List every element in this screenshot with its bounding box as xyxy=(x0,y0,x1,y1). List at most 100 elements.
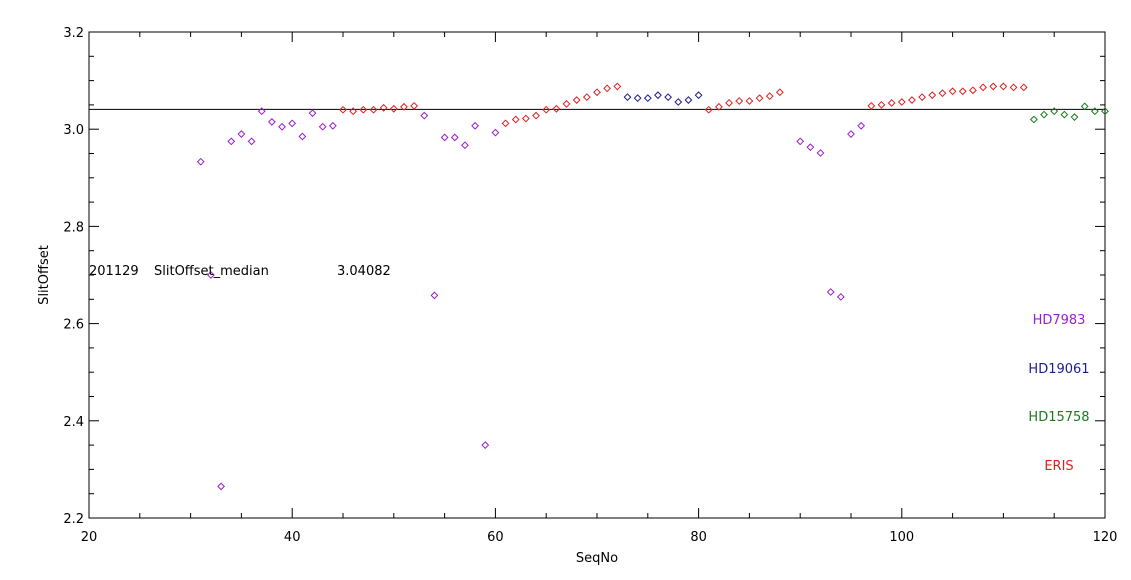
data-point-eris xyxy=(908,96,916,104)
data-point-hd7983 xyxy=(491,128,500,137)
y-tick-label: 2.4 xyxy=(63,415,84,430)
x-tick-label: 100 xyxy=(889,530,914,545)
data-point-hd7983 xyxy=(267,118,276,126)
data-point-eris xyxy=(958,87,967,96)
data-point-eris xyxy=(389,104,398,113)
data-point-hd19061 xyxy=(694,91,703,100)
legend-item-hd15758: HD15758 xyxy=(1028,410,1089,425)
data-point-hd7983 xyxy=(278,122,286,131)
data-point-eris xyxy=(400,102,408,111)
data-point-eris xyxy=(410,101,419,110)
y-tick-label: 3.0 xyxy=(63,123,84,138)
data-point-eris xyxy=(765,92,774,101)
data-point-hd7983 xyxy=(318,122,327,131)
y-axis-label: SlitOffset xyxy=(37,245,52,305)
x-tick-label: 40 xyxy=(284,530,301,545)
data-point-eris xyxy=(775,88,784,97)
data-point-hd7983 xyxy=(440,133,449,142)
legend: HD7983 HD19061 HD15758 ERIS xyxy=(1028,313,1089,474)
data-point-eris xyxy=(877,100,886,109)
data-point-eris xyxy=(359,105,368,114)
data-point-hd7983 xyxy=(288,119,297,128)
data-point-hd7983 xyxy=(247,137,256,146)
data-point-eris xyxy=(349,107,358,116)
data-point-hd7983 xyxy=(430,291,439,300)
data-point-hd7983 xyxy=(461,141,469,150)
x-axis: 20 40 60 80 100 120 xyxy=(81,32,1118,545)
data-point-eris xyxy=(755,94,764,103)
data-point-eris xyxy=(511,115,520,124)
data-point-hd7983 xyxy=(217,482,225,491)
data-point-eris xyxy=(938,89,947,98)
data-point-hd15758 xyxy=(1080,102,1089,111)
data-point-eris xyxy=(928,91,937,100)
data-point-eris xyxy=(501,119,510,128)
data-point-hd7983 xyxy=(298,132,307,141)
data-point-eris xyxy=(613,82,622,91)
data-point-eris xyxy=(999,82,1008,91)
data-point-hd7983 xyxy=(826,288,835,296)
data-point-hd7983 xyxy=(257,107,266,116)
data-point-eris xyxy=(532,111,540,120)
data-point-hd7983 xyxy=(420,111,429,120)
data-point-eris xyxy=(918,93,927,102)
data-point-eris xyxy=(725,99,733,107)
y-tick-label: 2.8 xyxy=(63,220,84,235)
data-point-hd19061 xyxy=(684,96,693,104)
data-point-hd7983 xyxy=(227,137,236,146)
y-axis: 2.2 2.4 2.6 2.8 3.0 3.2 xyxy=(63,26,1105,527)
data-point-hd15758 xyxy=(1101,107,1109,116)
x-tick-label: 120 xyxy=(1093,530,1118,545)
data-point-eris xyxy=(552,104,561,113)
median-annotation-date: 201129 xyxy=(89,264,139,279)
data-point-eris xyxy=(989,82,998,91)
data-point-eris xyxy=(1019,83,1028,92)
x-axis-label: SeqNo xyxy=(576,551,618,566)
data-points xyxy=(196,82,1109,491)
data-point-hd7983 xyxy=(796,137,805,146)
data-point-eris xyxy=(715,102,723,111)
y-tick-label: 2.2 xyxy=(63,512,84,527)
data-point-hd19061 xyxy=(643,94,652,103)
data-point-eris xyxy=(593,88,601,97)
data-point-hd15758 xyxy=(1060,110,1069,119)
data-point-eris xyxy=(979,83,987,92)
data-point-eris xyxy=(339,105,347,114)
data-point-hd7983 xyxy=(450,133,459,142)
data-point-hd7983 xyxy=(308,109,317,118)
data-point-hd7983 xyxy=(471,121,479,130)
data-point-hd15758 xyxy=(1090,107,1099,116)
y-tick-label: 2.6 xyxy=(63,318,84,333)
data-point-eris xyxy=(1009,83,1018,92)
data-point-hd7983 xyxy=(207,271,215,279)
legend-item-hd19061: HD19061 xyxy=(1028,362,1089,377)
data-point-hd7983 xyxy=(857,121,866,130)
data-point-hd7983 xyxy=(836,292,845,301)
data-point-eris xyxy=(969,86,977,95)
data-point-eris xyxy=(887,99,896,107)
data-point-hd7983 xyxy=(847,130,855,138)
legend-item-eris: ERIS xyxy=(1044,459,1073,474)
data-point-hd15758 xyxy=(1029,115,1038,124)
data-point-eris xyxy=(735,97,744,105)
data-point-hd19061 xyxy=(664,93,673,102)
data-point-eris xyxy=(704,105,713,114)
data-point-eris xyxy=(603,84,612,93)
data-point-hd7983 xyxy=(481,441,490,450)
data-point-eris xyxy=(572,96,581,104)
data-point-eris xyxy=(897,98,906,106)
data-point-eris xyxy=(379,103,388,112)
data-point-hd7983 xyxy=(816,149,825,157)
x-tick-label: 20 xyxy=(81,530,98,545)
x-tick-label: 60 xyxy=(487,530,504,545)
legend-item-hd7983: HD7983 xyxy=(1033,313,1086,328)
data-point-hd7983 xyxy=(196,157,205,166)
data-point-hd7983 xyxy=(328,121,337,130)
data-point-hd19061 xyxy=(654,91,662,100)
data-point-eris xyxy=(369,105,378,114)
median-annotation-label: SlitOffset_median xyxy=(154,264,269,279)
data-point-eris xyxy=(542,105,551,114)
data-point-hd19061 xyxy=(623,93,632,102)
data-point-eris xyxy=(745,97,754,105)
data-point-hd15758 xyxy=(1040,110,1048,119)
